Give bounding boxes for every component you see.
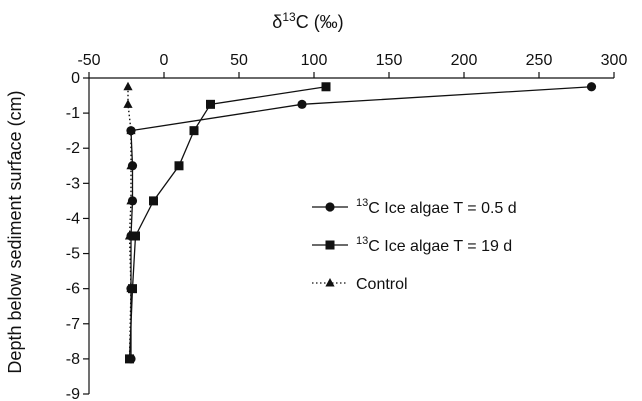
y-tick-label: -6 — [66, 281, 80, 298]
y-tick-label: -1 — [66, 105, 80, 122]
y-tick-label: -4 — [66, 210, 80, 227]
data-point-triangle — [123, 99, 133, 108]
legend-label-triangle: Control — [356, 276, 408, 293]
x-tick-label: 0 — [160, 52, 169, 69]
legend-marker-triangle — [325, 278, 335, 287]
y-tick-label: -3 — [66, 175, 80, 192]
data-point-square — [149, 196, 158, 206]
x-tick-label: 150 — [376, 52, 403, 69]
data-point-square — [174, 161, 184, 171]
y-tick-label: -9 — [66, 386, 80, 401]
x-tick-label: 100 — [301, 52, 328, 69]
data-point-circle — [586, 82, 597, 92]
data-point-triangle — [126, 160, 136, 170]
series-line-triangle — [127, 86, 132, 359]
data-point-triangle — [126, 283, 136, 293]
data-point-triangle — [124, 353, 135, 363]
y-tick-label: -8 — [66, 351, 80, 368]
legend-label-square: 13C Ice algae T = 19 d — [356, 235, 512, 255]
series-circle — [126, 82, 597, 364]
data-point-triangle — [126, 125, 136, 135]
data-point-square — [189, 126, 199, 136]
legend-marker-circle — [325, 202, 335, 212]
y-tick-label: 0 — [71, 70, 80, 87]
data-point-triangle — [124, 231, 135, 240]
legend-marker-square — [325, 240, 335, 250]
y-axis-title: Depth below sediment surface (cm) — [5, 90, 25, 373]
x-tick-label: 50 — [230, 52, 248, 69]
legend: 13C Ice algae T = 0.5 d 13C Ice algae T =… — [312, 197, 517, 293]
data-point-square — [321, 82, 331, 92]
series-triangle — [123, 81, 136, 363]
x-tick-label: 250 — [526, 52, 553, 69]
series-layer — [123, 81, 597, 364]
y-tick-label: -7 — [66, 316, 80, 333]
y-tick-label: -2 — [66, 140, 80, 157]
x-tick-label: 300 — [601, 52, 628, 69]
x-axis-title: δ13C (‰) — [272, 10, 343, 32]
data-point-triangle — [123, 81, 133, 91]
data-point-square — [131, 231, 140, 241]
x-tick-label: -50 — [77, 52, 100, 69]
series-line-square — [128, 86, 327, 359]
data-point-square — [206, 99, 215, 109]
y-tick-label: -5 — [66, 246, 80, 263]
data-point-circle — [297, 99, 307, 109]
series-line-circle — [130, 86, 592, 359]
x-tick-label: 200 — [451, 52, 478, 69]
legend-label-circle: 13C Ice algae T = 0.5 d — [356, 197, 517, 217]
data-point-triangle — [126, 195, 136, 205]
series-square — [125, 82, 331, 364]
